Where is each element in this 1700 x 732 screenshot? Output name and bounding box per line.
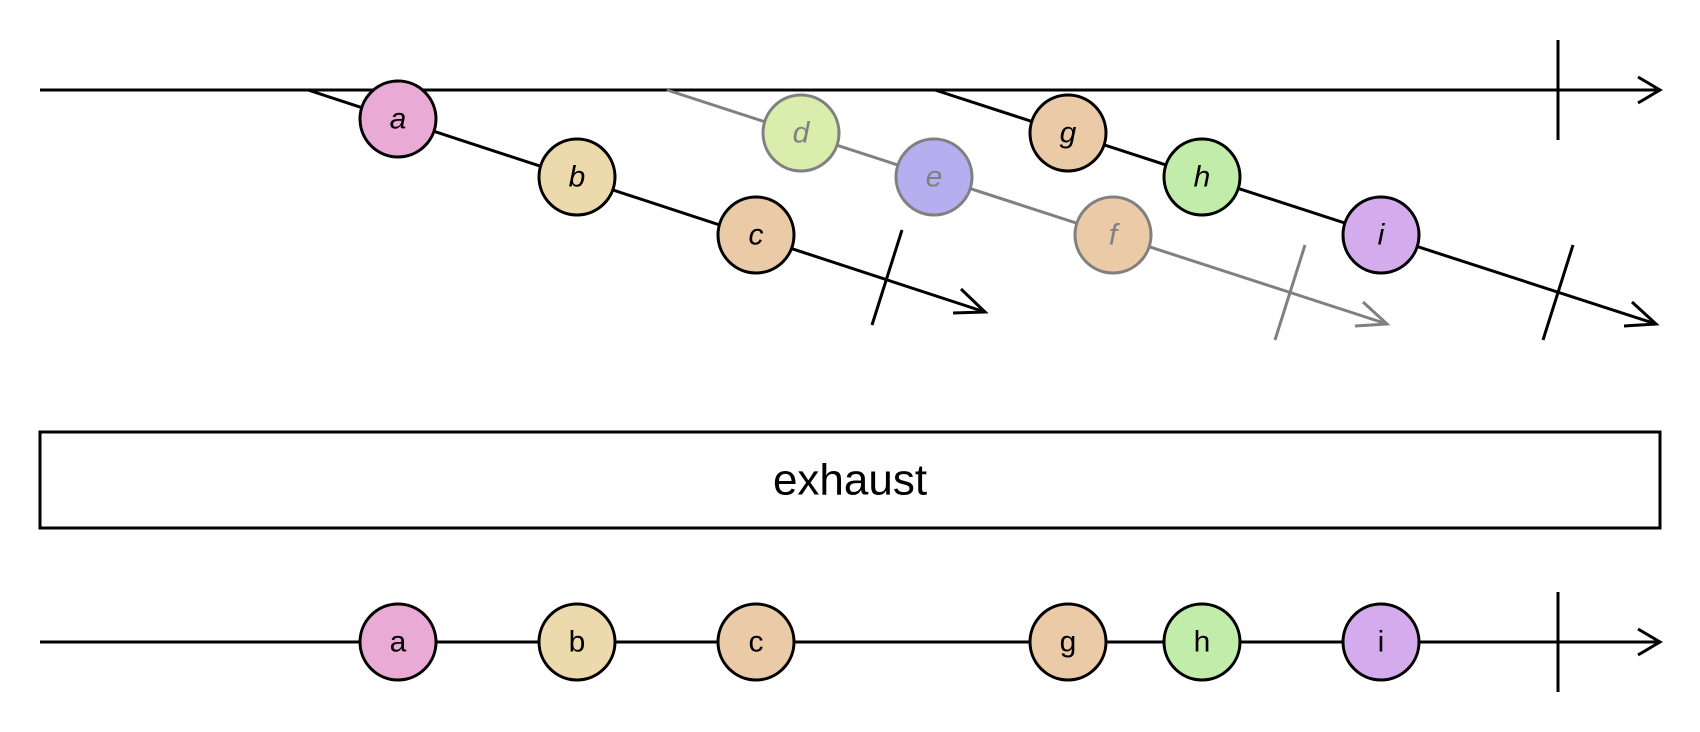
marble-b-label: b (569, 161, 586, 194)
output-marble-c: c (716, 602, 796, 682)
output-marble-b-label: b (569, 626, 586, 659)
operator-box: exhaust (38, 430, 1662, 530)
marble-d-label: d (793, 117, 811, 150)
marble-b: b (537, 137, 617, 217)
marble-a: a (358, 79, 438, 159)
output-marble-i-label: i (1378, 626, 1385, 659)
marble-g: g (1028, 93, 1108, 173)
inner-stream-1-completion-marker (870, 229, 904, 326)
marble-i-label: i (1378, 219, 1386, 252)
output-timeline-arrowhead (1637, 627, 1663, 657)
marble-d: d (761, 93, 841, 173)
output-marble-h: h (1162, 602, 1242, 682)
output-marble-g-label: g (1060, 626, 1077, 659)
source-timeline (40, 40, 1663, 140)
operator-label: exhaust (773, 456, 927, 505)
marble-f-label: f (1109, 219, 1120, 252)
marble-f: f (1073, 195, 1153, 275)
inner-stream-2-completion-marker (1273, 244, 1307, 341)
output-marble-i: i (1341, 602, 1421, 682)
source-timeline-arrowhead (1637, 75, 1663, 105)
marble-h: h (1162, 137, 1242, 217)
output-marble-h-label: h (1194, 626, 1211, 659)
marble-g-label: g (1060, 117, 1077, 150)
inner-stream-3: g h i (934, 88, 1660, 341)
marble-i: i (1341, 195, 1421, 275)
output-marble-a-label: a (390, 626, 407, 659)
output-timeline: a b c g h i (40, 592, 1663, 692)
output-marble-a: a (358, 602, 438, 682)
marble-e: e (894, 137, 974, 217)
marble-h-label: h (1194, 161, 1211, 194)
output-marble-g: g (1028, 602, 1108, 682)
inner-stream-2-ignored: d e f (666, 88, 1391, 341)
marble-c-label: c (749, 219, 764, 252)
inner-stream-3-arrowhead (1623, 300, 1660, 328)
output-marble-c-label: c (749, 626, 764, 659)
output-marble-b: b (537, 602, 617, 682)
inner-stream-3-completion-marker (1541, 244, 1575, 341)
inner-stream-2-arrowhead (1354, 300, 1391, 328)
inner-stream-1-arrowhead (952, 287, 989, 315)
inner-stream-1: a b c (307, 79, 989, 326)
marble-a-label: a (390, 103, 407, 136)
marble-c: c (716, 195, 796, 275)
marble-e-label: e (926, 161, 943, 194)
